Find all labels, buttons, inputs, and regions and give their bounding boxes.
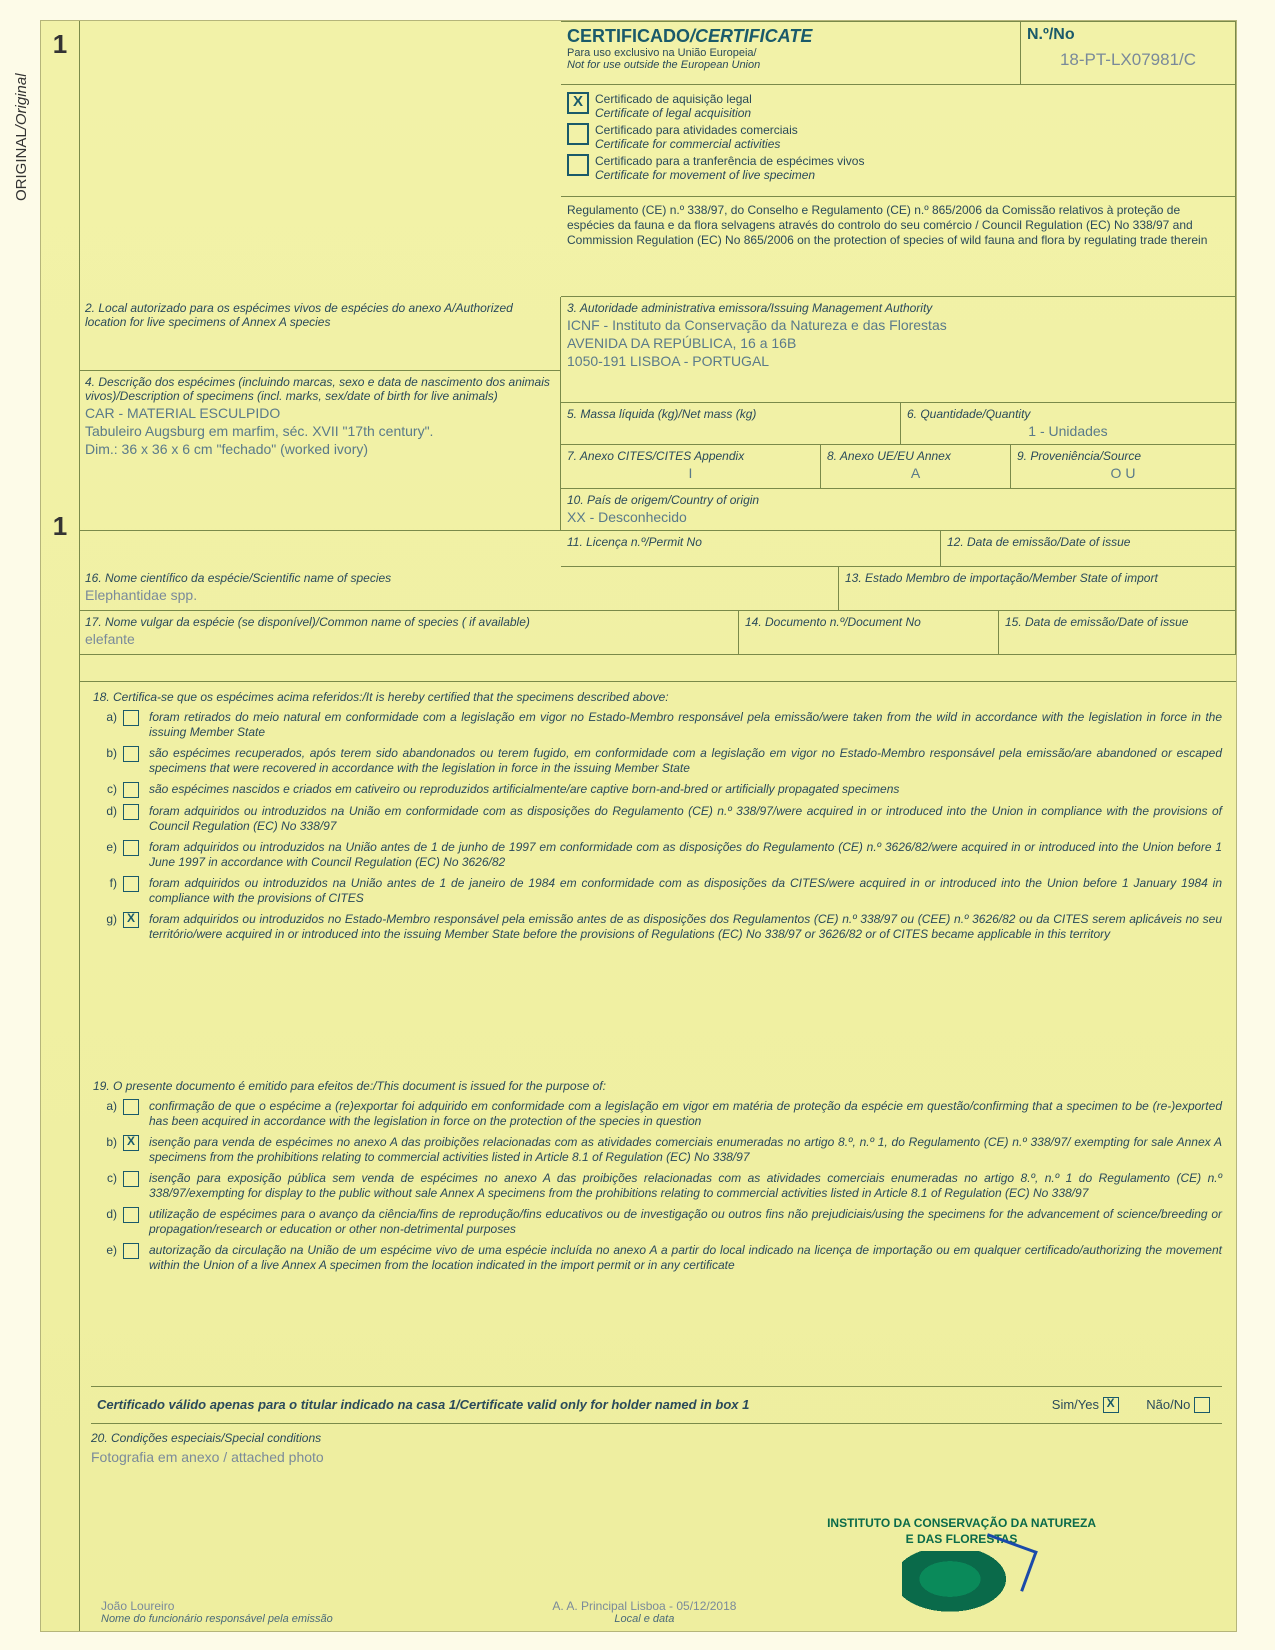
cert-type-checkbox-2[interactable] — [567, 154, 589, 176]
original-side-label: ORIGINAL/Original — [13, 73, 30, 201]
s18-checkbox-6[interactable]: X — [123, 912, 139, 928]
s18-item-a: a)foram retirados do meio natural em con… — [93, 710, 1222, 740]
left-number-column: 1 1 — [41, 21, 80, 1631]
s19-item-c: c)isenção para exposição pública sem ven… — [93, 1171, 1222, 1201]
no-label: N.º/No — [1027, 26, 1229, 44]
box-12: 12. Data de emissão/Date of issue — [941, 531, 1236, 567]
s19-checkbox-4[interactable] — [123, 1243, 139, 1259]
box-6: 6. Quantidade/Quantity 1 - Unidades — [901, 403, 1236, 445]
s19-item-a: a)confirmação de que o espécime a (re)ex… — [93, 1099, 1222, 1129]
authority-stamp: INSTITUTO DA CONSERVAÇÃO DA NATUREZA E D… — [827, 1515, 1096, 1621]
certificate-number: 18-PT-LX07981/C — [1027, 50, 1229, 70]
s19-item-b: b)Xisenção para venda de espécimes no an… — [93, 1135, 1222, 1165]
box-13: 13. Estado Membro de importação/Member S… — [839, 567, 1236, 611]
s19-item-e: e)autorização da circulação na União de … — [93, 1243, 1222, 1273]
section-number-1a: 1 — [41, 29, 79, 60]
box-10: 10. País de origem/Country of origin XX … — [561, 489, 1236, 531]
box-7: 7. Anexo CITES/CITES Appendix I — [561, 445, 821, 489]
header-sub2: Not for use outside the European Union — [567, 59, 1014, 71]
s18-checkbox-3[interactable] — [123, 804, 139, 820]
box-4: 4. Descrição dos espécimes (incluindo ma… — [79, 371, 561, 531]
place-date: A. A. Principal Lisboa - 05/12/2018 — [552, 1599, 736, 1613]
box-5: 5. Massa líquida (kg)/Net mass (kg) — [561, 403, 901, 445]
s18-item-d: d)foram adquiridos ou introduzidos na Un… — [93, 804, 1222, 834]
place-date-label: Local e data — [552, 1613, 736, 1625]
section-number-1b: 1 — [41, 511, 79, 542]
box-9: 9. Proveniência/Source O U — [1011, 445, 1236, 489]
box-14: 14. Documento n.º/Document No — [739, 611, 999, 655]
yes-checkbox[interactable]: X — [1103, 1397, 1119, 1413]
header-sub1: Para uso exclusivo na União Europeia/ — [567, 47, 1014, 59]
certificate-number-box: N.º/No 18-PT-LX07981/C — [1021, 21, 1236, 85]
box-2: 2. Local autorizado para os espécimes vi… — [79, 297, 561, 371]
officer-name: João Loureiro — [101, 1599, 333, 1613]
s19-intro: 19. O presente documento é emitido para … — [93, 1079, 1222, 1093]
s18-checkbox-5[interactable] — [123, 876, 139, 892]
s19-checkbox-1[interactable]: X — [123, 1135, 139, 1151]
box-15: 15. Data de emissão/Date of issue — [999, 611, 1236, 655]
s18-item-g: g)Xforam adquiridos ou introduzidos no E… — [93, 912, 1222, 942]
no-checkbox[interactable] — [1194, 1397, 1210, 1413]
cert-type-checkbox-1[interactable] — [567, 123, 589, 145]
s19-checkbox-0[interactable] — [123, 1099, 139, 1115]
s18-checkbox-2[interactable] — [123, 782, 139, 798]
s18-checkbox-4[interactable] — [123, 840, 139, 856]
validity-line: Certificado válido apenas para o titular… — [91, 1386, 1222, 1424]
s19-item-d: d)utilização de espécimes para o avanço … — [93, 1207, 1222, 1237]
s18-item-e: e)foram adquiridos ou introduzidos na Un… — [93, 840, 1222, 870]
box-20: 20. Condições especiais/Special conditio… — [91, 1431, 1222, 1465]
cert-type-option-2: Certificado para a tranferência de espéc… — [567, 154, 1229, 182]
certificate-title-box: CERTIFICADO/CERTIFICATE Para uso exclusi… — [561, 21, 1021, 85]
s18-checkbox-1[interactable] — [123, 746, 139, 762]
officer-name-label: Nome do funcionário responsável pela emi… — [101, 1613, 333, 1625]
s18-item-f: f)foram adquiridos ou introduzidos na Un… — [93, 876, 1222, 906]
s19-checkbox-2[interactable] — [123, 1171, 139, 1187]
s18-intro: 18. Certifica-se que os espécimes acima … — [93, 690, 1222, 704]
s18-item-c: c)são espécimes nascidos e criados em ca… — [93, 782, 1222, 798]
section-19: 19. O presente documento é emitido para … — [79, 1071, 1236, 1287]
box-11: 11. Licença n.º/Permit No — [561, 531, 941, 567]
s18-checkbox-0[interactable] — [123, 710, 139, 726]
box-3: 3. Autoridade administrativa emissora/Is… — [561, 297, 1236, 403]
box-17: 17. Nome vulgar da espécie (se disponíve… — [79, 611, 739, 655]
stamp-icon — [902, 1551, 1022, 1621]
box-8: 8. Anexo UE/EU Annex A — [821, 445, 1011, 489]
regulation-text: Regulamento (CE) n.º 338/97, do Conselho… — [561, 197, 1236, 297]
box-16: 16. Nome científico da espécie/Scientifi… — [79, 567, 839, 611]
certificate-page: ORIGINAL/Original 1 1 CERTIFICADO/CERTIF… — [40, 20, 1237, 1632]
section-18: 18. Certifica-se que os espécimes acima … — [79, 681, 1236, 956]
cert-type-checkbox-0[interactable]: X — [567, 92, 589, 114]
cert-type-option-0: XCertificado de aquisição legalCertifica… — [567, 92, 1229, 120]
s19-checkbox-3[interactable] — [123, 1207, 139, 1223]
s18-item-b: b)são espécimes recuperados, após terem … — [93, 746, 1222, 776]
cert-type-option-1: Certificado para atividades comerciaisCe… — [567, 123, 1229, 151]
certificate-type-box: XCertificado de aquisição legalCertifica… — [561, 85, 1236, 197]
